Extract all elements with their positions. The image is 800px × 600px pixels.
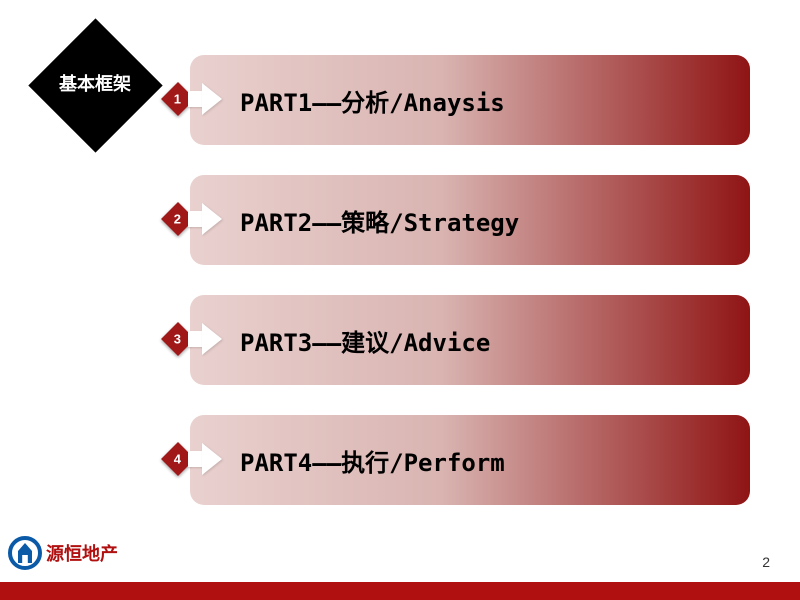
badge-number: 4 bbox=[174, 451, 181, 466]
part-row: 4 PART4——执行/Perform bbox=[190, 415, 755, 505]
badge-number: 1 bbox=[174, 91, 181, 106]
part-row: 1 PART1——分析/Anaysis bbox=[190, 55, 755, 145]
badge-number: 3 bbox=[174, 331, 181, 346]
arrow-icon bbox=[188, 199, 226, 239]
diamond-label: 基本框架 bbox=[20, 70, 170, 96]
logo-building-icon bbox=[18, 543, 32, 563]
page-number: 2 bbox=[762, 554, 770, 570]
part-label: PART2——策略/Strategy bbox=[240, 203, 519, 238]
logo: 源恒地产 bbox=[8, 536, 118, 570]
arrow-icon bbox=[188, 439, 226, 479]
part-bar: PART4——执行/Perform bbox=[190, 415, 750, 505]
arrow-icon bbox=[188, 79, 226, 119]
part-bar: PART2——策略/Strategy bbox=[190, 175, 750, 265]
part-bar: PART1——分析/Anaysis bbox=[190, 55, 750, 145]
badge-number: 2 bbox=[174, 211, 181, 226]
arrow-icon bbox=[188, 319, 226, 359]
logo-text: 源恒地产 bbox=[46, 540, 118, 566]
title-diamond: 基本框架 bbox=[20, 10, 170, 160]
parts-list: 1 PART1——分析/Anaysis 2 PART2——策略/Strategy… bbox=[190, 55, 755, 535]
part-row: 2 PART2——策略/Strategy bbox=[190, 175, 755, 265]
part-label: PART3——建议/Advice bbox=[240, 323, 490, 358]
logo-icon bbox=[8, 536, 42, 570]
part-label: PART4——执行/Perform bbox=[240, 443, 505, 478]
part-row: 3 PART3——建议/Advice bbox=[190, 295, 755, 385]
part-label: PART1——分析/Anaysis bbox=[240, 83, 505, 118]
footer-bar bbox=[0, 582, 800, 600]
part-bar: PART3——建议/Advice bbox=[190, 295, 750, 385]
